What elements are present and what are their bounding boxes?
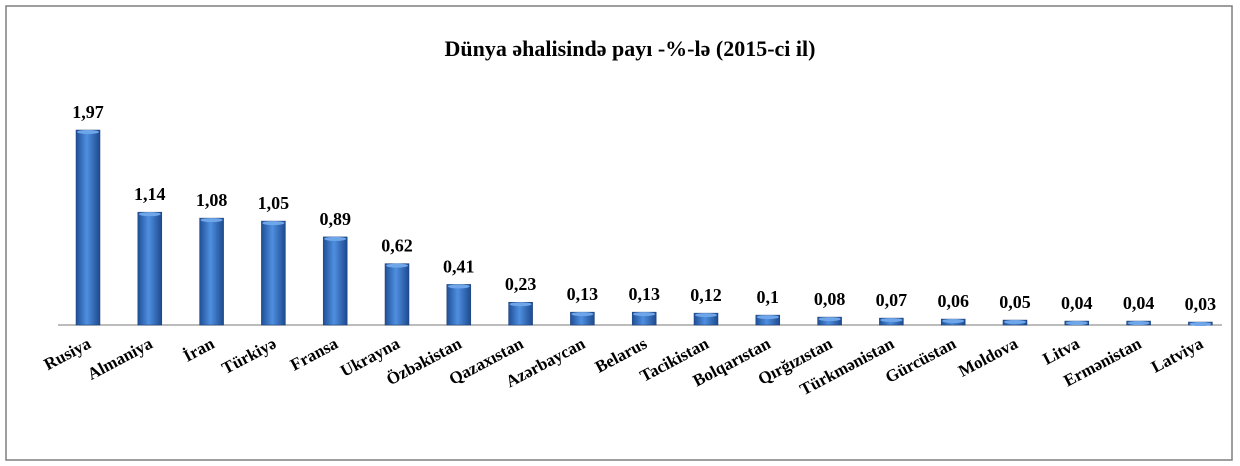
value-label: 0,13 [567, 284, 599, 304]
bar-cap [1004, 320, 1026, 325]
value-label: 0,13 [628, 284, 660, 304]
value-label: 1,08 [196, 190, 228, 210]
bar-cap [818, 317, 841, 322]
bar-cap [880, 318, 903, 323]
bar-cap [1127, 321, 1150, 326]
value-label: 0,23 [505, 274, 537, 294]
value-label: 0,07 [876, 290, 908, 310]
bar-cap [1189, 322, 1212, 327]
bar [384, 263, 410, 326]
bar-cap [324, 236, 347, 241]
value-label: 0,41 [443, 256, 475, 276]
bar-cap [695, 313, 717, 318]
value-label: 0,62 [381, 236, 413, 256]
chart-border [5, 5, 1233, 461]
value-label: 0,06 [937, 291, 969, 311]
value-label: 0,05 [999, 292, 1031, 312]
bar-cap [571, 312, 594, 317]
value-label: 1,97 [72, 102, 104, 122]
bar [322, 236, 348, 326]
value-label: 0,04 [1123, 293, 1155, 313]
bar [446, 284, 472, 326]
bar-cap [633, 312, 656, 317]
bar [75, 129, 101, 326]
bar [199, 217, 224, 326]
value-label: 0,12 [690, 285, 722, 305]
bar [261, 220, 286, 326]
value-label: 1,05 [258, 193, 290, 213]
bar-cap [138, 212, 161, 217]
value-label: 1,14 [134, 184, 166, 204]
value-label: 0,1 [757, 287, 780, 307]
value-label: 0,04 [1061, 293, 1093, 313]
chart-title: Dünya əhalisində payı -%-lə (2015-ci il) [445, 36, 816, 61]
bar-cap [447, 284, 470, 289]
bar [137, 211, 163, 326]
bar-cap [200, 218, 223, 223]
bar-cap [386, 263, 408, 268]
value-label: 0,08 [814, 289, 846, 309]
bar-cap [77, 130, 99, 134]
bar-cap [756, 315, 779, 320]
bar-cap [509, 302, 532, 307]
bar-cap [942, 319, 965, 324]
bar-cap [1065, 321, 1088, 326]
bar-cap [262, 221, 285, 226]
value-label: 0,03 [1185, 294, 1217, 314]
value-label: 0,89 [319, 209, 351, 229]
